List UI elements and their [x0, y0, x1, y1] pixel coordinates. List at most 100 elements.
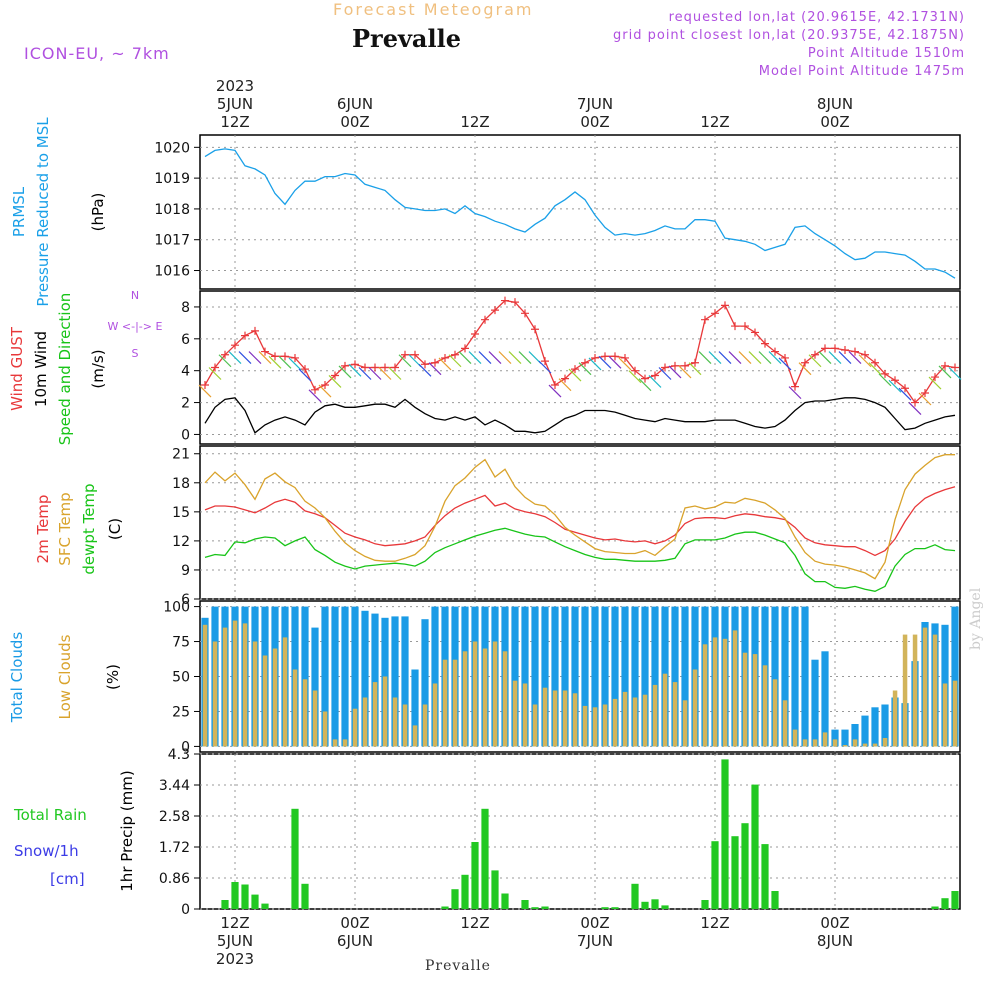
gust-point-marker [861, 350, 869, 359]
clouds-bar-low-clouds [542, 687, 548, 747]
clouds-bar-low-clouds [662, 673, 668, 747]
product-title: Forecast Meteogram [333, 0, 534, 19]
precip-panel: 0 0.86 1.72 2.58 3.44 4.3 Total Rain Snow/1h [cm… [13, 747, 961, 918]
clouds-bar-low-clouds [292, 669, 298, 747]
wind-direction-arrow [848, 351, 862, 364]
clouds-bar-low-clouds [482, 648, 488, 747]
top-time-tick-label: 8JUN [817, 95, 853, 113]
clouds-bar-total-clouds [811, 659, 819, 747]
clouds-bar-low-clouds [452, 659, 458, 747]
wind-direction-arrow [708, 351, 722, 364]
gust-point-marker [791, 382, 799, 391]
wind-direction-arrow [788, 386, 802, 400]
clouds-bar-low-clouds [722, 638, 728, 747]
wind-direction-arrow [668, 365, 682, 379]
gust-point-marker [391, 363, 399, 372]
gust-point-marker [281, 352, 289, 361]
gust-point-marker [461, 344, 469, 353]
clouds-bar-total-clouds [591, 606, 599, 747]
bottom-time-tick-label: 00Z [820, 914, 849, 932]
clouds-bar-total-clouds [301, 606, 309, 747]
precip-bar-total-rain [441, 906, 449, 909]
wind-axis-label: 10m Wind [32, 331, 50, 407]
precip-bar-total-rain [731, 836, 739, 909]
bottom-time-tick-label: 12Z [460, 914, 489, 932]
clouds-ytick-label: 0 [181, 739, 190, 755]
wind-direction-arrow [918, 392, 932, 406]
wind-direction-arrow [818, 351, 832, 364]
precip-bar-total-rain [481, 808, 489, 909]
wind-direction-arrow [288, 357, 302, 371]
precip-bar-total-rain [221, 900, 229, 909]
precip-bar-total-rain [261, 903, 269, 909]
clouds-bar-low-clouds [852, 739, 858, 747]
clouds-bar-low-clouds [762, 665, 768, 747]
wind-direction-arrow [518, 351, 532, 364]
gust-point-marker [851, 347, 859, 356]
bottom-time-tick-label: 00Z [340, 914, 369, 932]
precip-axis-label: Snow/1h [14, 842, 79, 860]
precip-bar-total-rain [741, 823, 749, 909]
gust-point-marker [561, 374, 569, 383]
wind-direction-arrow [248, 351, 262, 364]
wind-direction-arrow [198, 384, 212, 398]
wind-series-10m-wind [204, 397, 956, 434]
precip-bar-total-rain [231, 882, 239, 909]
clouds-bar-low-clouds [932, 634, 938, 747]
clouds-bar-total-clouds [421, 619, 429, 747]
point-altitude: Point Altitude 1510m [807, 46, 965, 61]
wind-direction-arrow [678, 365, 692, 379]
gust-point-marker [661, 363, 669, 372]
wind-direction-arrow [458, 351, 472, 364]
clouds-bar-low-clouds [872, 743, 878, 747]
model-altitude: Model Point Altitude 1475m [758, 64, 965, 79]
gust-point-marker [451, 350, 459, 359]
pressure-ytick-label: 1018 [154, 202, 190, 218]
wind-direction-arrow [938, 365, 952, 379]
pressure-panel: 1016 1017 1018 1019 1020 PRMSL Pressure Reduce… [10, 117, 961, 307]
clouds-bar-low-clouds [642, 694, 648, 747]
temperature-ytick-label: 9 [181, 563, 190, 579]
precip-bar-total-rain [541, 906, 549, 909]
gust-point-marker [671, 361, 679, 370]
temperature-series-sfc-temp [204, 454, 955, 580]
gust-point-marker [271, 352, 279, 361]
clouds-bar-total-clouds [331, 606, 339, 747]
clouds-ytick-label: 50 [172, 670, 190, 686]
clouds-bar-low-clouds [902, 634, 908, 747]
precip-bar-total-rain [471, 842, 479, 909]
clouds-bar-total-clouds [951, 606, 959, 747]
clouds-bar-total-clouds [541, 606, 549, 747]
bottom-time-tick-label: 2023 [216, 950, 254, 968]
precip-bar-total-rain [661, 905, 669, 909]
gust-point-marker [421, 360, 429, 369]
wind-direction-arrow [888, 379, 902, 393]
clouds-bar-low-clouds [372, 682, 378, 747]
gust-point-marker [381, 363, 389, 372]
gust-point-marker [201, 381, 209, 390]
pressure-ytick-label: 1016 [154, 264, 190, 280]
clouds-bar-low-clouds [312, 690, 318, 747]
precip-bar-total-rain [631, 883, 639, 909]
clouds-bar-low-clouds [392, 697, 398, 747]
precip-ytick-label: 0 [181, 902, 190, 918]
gust-point-marker [691, 358, 699, 367]
clouds-bar-low-clouds [632, 697, 638, 747]
gust-point-marker [301, 365, 309, 374]
bottom-time-tick-label: 5JUN [217, 932, 253, 950]
model-name: ICON-EU, ~ 7km [24, 44, 170, 63]
wind-direction-arrow [508, 351, 522, 364]
clouds-bar-total-clouds [871, 707, 879, 747]
gust-point-marker [771, 347, 779, 356]
wind-direction-arrow [268, 355, 282, 369]
precip-axis-label: 1hr Precip (mm) [118, 770, 136, 891]
clouds-bar-low-clouds [262, 655, 268, 747]
clouds-bar-low-clouds [822, 732, 828, 747]
clouds-bar-total-clouds [621, 606, 629, 747]
clouds-bar-low-clouds [382, 676, 388, 747]
clouds-bar-low-clouds [892, 690, 898, 747]
gust-point-marker [321, 381, 329, 390]
top-time-tick-label: 5JUN [217, 95, 253, 113]
clouds-axis-label: Low Clouds [56, 634, 74, 719]
clouds-bar-low-clouds [742, 652, 748, 747]
